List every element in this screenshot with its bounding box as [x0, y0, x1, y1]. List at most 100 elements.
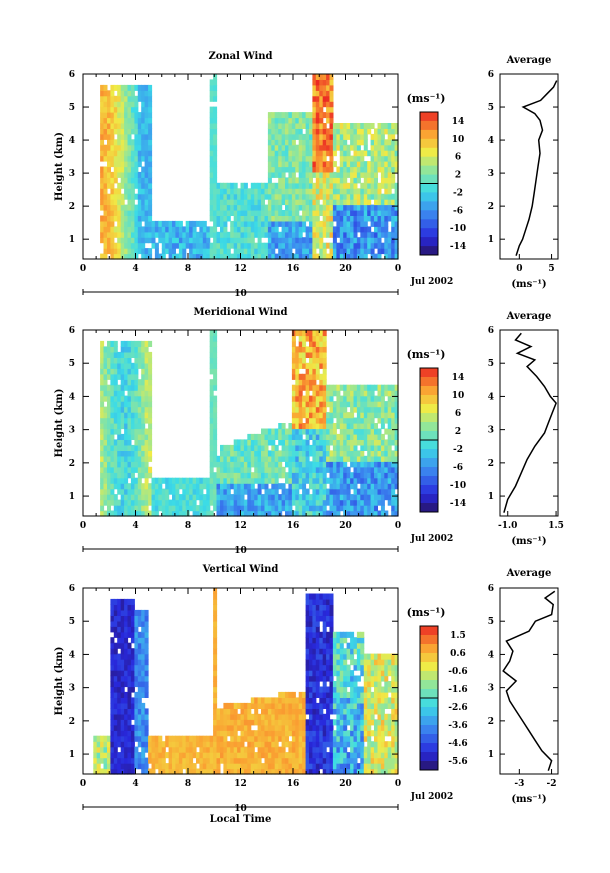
x-tick-label: 0	[80, 521, 86, 531]
x-tick-label: 0	[395, 264, 401, 274]
average-profile-line	[502, 590, 556, 771]
date-label: Jul 2002	[410, 792, 453, 802]
average-y-tick-label: 2	[488, 459, 494, 469]
average-y-tick-label: 3	[488, 684, 494, 694]
colorbar-label: -2	[453, 445, 463, 455]
y-tick-label: 3	[69, 684, 75, 694]
colorbar-swatch	[420, 671, 438, 681]
average-profile-line	[515, 80, 558, 256]
x-tick-label: 16	[287, 521, 300, 531]
y-axis-label: Height (km)	[54, 389, 65, 458]
x-tick-label: 0	[395, 779, 401, 789]
average-panel: Average 1 2 3 4 5 6 -3 -2(ms⁻¹)	[488, 568, 559, 805]
average-x-tick-label: -3	[514, 779, 524, 789]
average-y-tick-label: 6	[488, 70, 494, 80]
y-tick-label: 1	[69, 492, 75, 502]
average-x-tick-label: 5	[548, 264, 554, 274]
colorbar-label: -10	[450, 224, 466, 234]
x-tick-label: 8	[185, 779, 191, 789]
y-tick-label: 2	[69, 717, 75, 727]
x-tick-label: 8	[185, 264, 191, 274]
colorbar-swatch	[420, 404, 438, 414]
colorbar-swatch	[420, 662, 438, 672]
colorbar-unit: (ms⁻¹)	[407, 92, 446, 105]
colorbar-swatch	[420, 698, 438, 708]
average-y-tick-label: 1	[488, 750, 494, 760]
panel-title: Zonal Wind	[208, 51, 272, 62]
y-tick-label: 5	[69, 617, 75, 627]
y-tick-label: 2	[69, 202, 75, 212]
colorbar-label: 2	[455, 427, 461, 437]
y-tick-label: 6	[69, 326, 75, 336]
colorbar-label: -0.6	[448, 667, 467, 677]
colorbar-swatch	[420, 120, 438, 131]
panel-title: Vertical Wind	[202, 564, 279, 575]
colorbar-swatch	[420, 422, 438, 432]
x-tick-label: 4	[132, 779, 138, 789]
average-y-tick-label: 1	[488, 492, 494, 502]
x-tick-label: 16	[287, 264, 300, 274]
date-label: Jul 2002	[410, 277, 453, 287]
colorbar-swatch	[420, 761, 438, 771]
y-axis-label: Height (km)	[54, 132, 65, 201]
colorbar-label: 14	[452, 117, 465, 127]
average-panel: Average 1 2 3 4 5 6 -1.0 1.5(ms⁻¹)	[488, 311, 564, 547]
colorbar: 14 10 6 2 -2 -6 -10 -14 (ms⁻¹)	[407, 348, 466, 513]
colorbar-label: 10	[452, 135, 465, 145]
average-x-tick-label: -2	[547, 779, 557, 789]
y-tick-label: 5	[69, 103, 75, 113]
colorbar-label: 1.5	[450, 631, 466, 641]
colorbar-label: -4.6	[448, 739, 467, 749]
colorbar-swatch	[420, 503, 438, 513]
date-day: 10	[234, 289, 247, 299]
colorbar-swatch	[420, 626, 438, 636]
x-tick-label: 12	[234, 779, 247, 789]
average-y-tick-label: 5	[488, 103, 494, 113]
colorbar: 14 10 6 2 -2 -6 -10 -14 (ms⁻¹)	[407, 92, 466, 256]
x-tick-label: 0	[80, 779, 86, 789]
colorbar-swatch	[420, 467, 438, 477]
colorbar-unit: (ms⁻¹)	[407, 348, 446, 361]
colorbar-swatch	[420, 129, 438, 140]
panel-title: Meridional Wind	[193, 307, 287, 318]
colorbar-swatch	[420, 386, 438, 396]
x-tick-label: 20	[339, 264, 352, 274]
x-tick-label: 0	[395, 521, 401, 531]
colorbar-swatch	[420, 485, 438, 495]
colorbar-swatch	[420, 635, 438, 645]
y-axis-label: Height (km)	[54, 647, 65, 716]
heatmap-cells	[100, 330, 399, 517]
y-tick-label: 6	[69, 70, 75, 80]
colorbar-swatch	[420, 165, 438, 175]
y-tick-label: 2	[69, 459, 75, 469]
average-y-tick-label: 6	[488, 584, 494, 594]
average-y-tick-label: 2	[488, 717, 494, 727]
average-x-label: (ms⁻¹)	[511, 536, 546, 547]
average-profile-line	[503, 332, 557, 513]
colorbar-swatch	[420, 174, 438, 184]
colorbar-swatch	[420, 458, 438, 468]
colorbar-swatch	[420, 368, 438, 378]
colorbar-swatch	[420, 449, 438, 459]
colorbar-swatch	[420, 680, 438, 690]
y-tick-label: 4	[69, 392, 75, 402]
colorbar-swatch	[420, 644, 438, 654]
colorbar-swatch	[420, 201, 438, 211]
average-y-tick-label: 5	[488, 617, 494, 627]
average-title: Average	[506, 311, 552, 322]
average-y-tick-label: 4	[488, 136, 494, 146]
y-tick-label: 3	[69, 169, 75, 179]
average-y-tick-label: 4	[488, 392, 494, 402]
colorbar-swatch	[420, 752, 438, 762]
colorbar-swatch	[420, 237, 438, 247]
average-y-tick-label: 3	[488, 169, 494, 179]
colorbar-swatch	[420, 210, 438, 220]
x-tick-label: 12	[234, 264, 247, 274]
x-tick-label: 20	[339, 521, 352, 531]
y-tick-label: 4	[69, 650, 75, 660]
average-y-tick-label: 5	[488, 359, 494, 369]
colorbar-swatch	[420, 377, 438, 387]
